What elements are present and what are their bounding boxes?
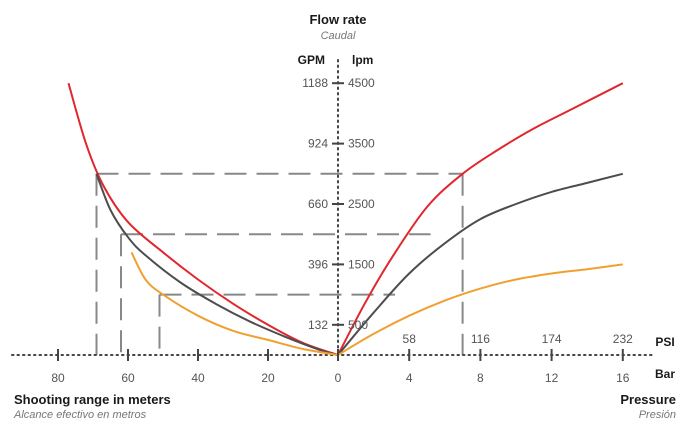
range-tick-label: 20 bbox=[261, 371, 275, 385]
lpm-tick-label: 4500 bbox=[348, 76, 375, 90]
gpm-unit-label: GPM bbox=[298, 53, 325, 67]
psi-tick-label: 174 bbox=[542, 332, 562, 346]
lpm-tick-label: 1500 bbox=[348, 257, 375, 271]
gpm-tick-label: 660 bbox=[308, 197, 328, 211]
range-tick-label: 40 bbox=[191, 371, 205, 385]
bar-tick-label: 12 bbox=[545, 371, 559, 385]
series-line-pressure bbox=[337, 82, 624, 356]
tick-labels: 80 60 40 20 0 4 58 8 116 12 174 16 232 132 500 396 1500 6… bbox=[51, 76, 633, 385]
lpm-tick-label: 2500 bbox=[348, 197, 375, 211]
psi-tick-label: 232 bbox=[613, 332, 633, 346]
series-line-range bbox=[95, 173, 339, 356]
range-axis-subtitle: Alcance efectivo en metros bbox=[13, 409, 147, 421]
bar-tick-label: 16 bbox=[616, 371, 630, 385]
chart-title: Flow rate bbox=[309, 12, 366, 27]
pressure-axis-title: Pressure bbox=[620, 392, 676, 407]
chart-subtitle: Caudal bbox=[321, 30, 356, 42]
series-line-range bbox=[130, 251, 339, 356]
range-axis-title: Shooting range in meters bbox=[14, 392, 171, 407]
gpm-tick-label: 1188 bbox=[302, 76, 328, 90]
lpm-tick-label: 500 bbox=[348, 318, 368, 332]
series-lines bbox=[67, 82, 624, 356]
lpm-tick-label: 3500 bbox=[348, 137, 375, 151]
series-line-range bbox=[67, 82, 339, 356]
series-line-pressure bbox=[337, 172, 624, 356]
lpm-unit-label: lpm bbox=[352, 53, 373, 67]
psi-tick-label: 58 bbox=[403, 332, 417, 346]
bar-unit-label: Bar bbox=[655, 367, 675, 381]
gpm-tick-label: 132 bbox=[308, 318, 328, 332]
gpm-tick-label: 924 bbox=[308, 137, 328, 151]
guide-lines bbox=[95, 172, 464, 355]
bar-tick-label: 8 bbox=[477, 371, 484, 385]
bar-tick-label: 4 bbox=[406, 371, 413, 385]
gpm-tick-label: 396 bbox=[308, 257, 328, 271]
range-tick-label: 0 bbox=[335, 371, 342, 385]
psi-tick-label: 116 bbox=[471, 332, 490, 346]
range-tick-label: 80 bbox=[51, 371, 65, 385]
range-tick-label: 60 bbox=[121, 371, 135, 385]
pressure-axis-subtitle: Presión bbox=[639, 409, 676, 421]
psi-unit-label: PSI bbox=[655, 335, 674, 349]
series-line-pressure bbox=[337, 263, 623, 356]
